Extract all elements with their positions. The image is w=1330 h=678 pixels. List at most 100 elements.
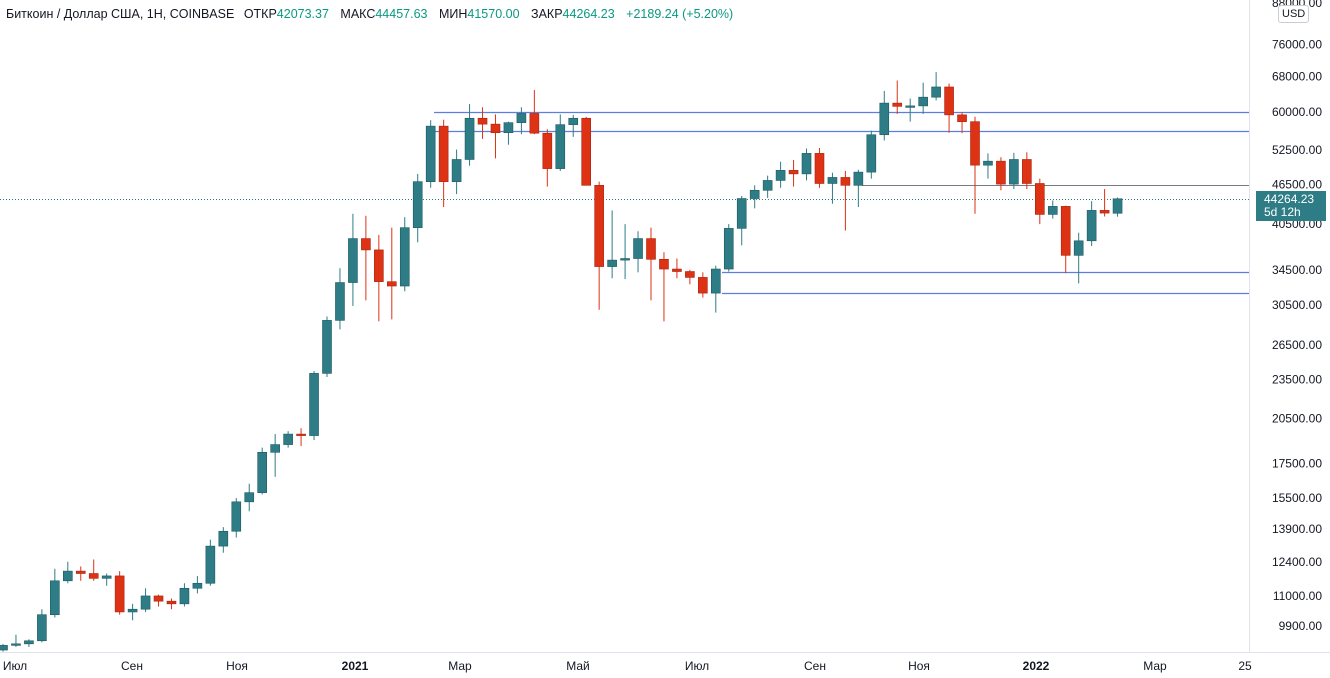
last-price-tag: 44264.23 5d 12h xyxy=(1256,191,1326,221)
y-tick-label: 17500.00 xyxy=(1272,456,1322,470)
candle-body xyxy=(244,492,255,503)
candle-body xyxy=(309,373,319,436)
candle-body xyxy=(788,170,799,175)
candle-body xyxy=(464,117,475,160)
close-value: 44264.23 xyxy=(562,7,615,21)
candle-body xyxy=(840,177,851,186)
candle-body xyxy=(451,159,462,182)
y-tick-label: 46500.00 xyxy=(1272,178,1322,192)
candle-body xyxy=(516,113,527,123)
high-value: 44457.63 xyxy=(375,7,428,21)
candle-body xyxy=(918,96,928,107)
candle-body xyxy=(127,608,138,613)
candle-body xyxy=(140,595,151,610)
y-tick-label: 30500.00 xyxy=(1272,298,1322,312)
candle-body xyxy=(386,281,397,287)
candle-body xyxy=(996,160,1006,185)
x-tick-label: 2021 xyxy=(342,659,369,673)
candle-body xyxy=(101,575,112,579)
candle-body xyxy=(270,444,280,453)
candle-body xyxy=(50,580,60,616)
candle-body xyxy=(698,277,708,294)
open-label: ОТКР xyxy=(243,7,277,21)
x-tick-label: Сен xyxy=(121,659,143,673)
candle-body xyxy=(672,268,682,272)
candle-body xyxy=(762,180,773,191)
x-tick-label: Ноя xyxy=(908,659,930,673)
candle-body xyxy=(646,238,656,260)
change-value: +2189.24 (+5.20%) xyxy=(626,7,734,21)
candle-body xyxy=(568,117,579,125)
candle-body xyxy=(322,320,332,374)
candle-body xyxy=(88,573,99,579)
candle-body xyxy=(490,123,501,134)
last-price-value: 44264.23 xyxy=(1264,192,1315,206)
candle-body xyxy=(62,570,73,582)
candle-body xyxy=(335,282,345,321)
candle-body xyxy=(1073,240,1084,256)
candle-body xyxy=(218,530,229,547)
candle-body xyxy=(153,595,164,602)
candle-body xyxy=(166,600,177,605)
symbol-title: Биткоин / Доллар США, 1Н, COINBASE xyxy=(6,7,235,21)
candle-body xyxy=(723,228,734,270)
y-tick-label: 26500.00 xyxy=(1272,338,1322,352)
candle-body xyxy=(853,171,864,186)
candle-body xyxy=(1047,206,1058,215)
candle-body xyxy=(581,117,592,186)
candle-body xyxy=(1112,198,1123,214)
candle-body xyxy=(944,86,954,116)
y-tick-label: 9900.00 xyxy=(1279,619,1323,633)
y-tick-label: 15500.00 xyxy=(1272,491,1322,505)
candle-body xyxy=(11,643,21,646)
candle-body xyxy=(775,170,786,181)
candle-body xyxy=(542,132,553,169)
candle-body xyxy=(348,238,358,283)
x-tick-label: 2022 xyxy=(1023,659,1050,673)
candle-body xyxy=(905,105,916,108)
candle-body xyxy=(374,249,384,282)
candle-body xyxy=(736,198,747,229)
candle-body xyxy=(801,153,812,175)
x-tick-label: Май xyxy=(566,659,590,673)
candle-body xyxy=(412,181,423,228)
candle-body xyxy=(620,258,630,261)
candle-body xyxy=(892,102,903,107)
candle-body xyxy=(477,117,488,125)
candle-body xyxy=(503,122,514,134)
candle-body xyxy=(931,86,941,98)
candle-body xyxy=(749,189,760,199)
x-tick-label: Ноя xyxy=(226,659,248,673)
x-tick-label: Июл xyxy=(3,659,27,673)
y-tick-label: 60000.00 xyxy=(1272,105,1322,119)
candle-body xyxy=(957,114,967,122)
candle-body xyxy=(983,160,993,166)
candle-body xyxy=(970,121,980,166)
candle-body xyxy=(827,177,838,184)
y-tick-label: 76000.00 xyxy=(1272,38,1322,52)
x-tick-label: Мар xyxy=(1143,659,1167,673)
candle-body xyxy=(192,582,203,589)
currency-button[interactable]: USD xyxy=(1278,5,1310,23)
candle-body xyxy=(231,501,242,532)
candle-body xyxy=(607,259,617,267)
candle-body xyxy=(1060,206,1071,256)
candle-body xyxy=(1099,210,1110,214)
candle-body xyxy=(24,640,34,645)
candle-body xyxy=(685,271,695,278)
candle-body xyxy=(529,113,540,134)
x-tick-label: Мар xyxy=(448,659,472,673)
y-tick-label: 68000.00 xyxy=(1272,69,1322,83)
high-label: МАКС xyxy=(340,7,376,21)
low-value: 41570.00 xyxy=(467,7,520,21)
candle-body xyxy=(399,227,410,287)
chart-legend: Биткоин / Доллар США, 1Н, COINBASE ОТКР 4… xyxy=(6,7,739,21)
candle-body xyxy=(438,125,449,182)
candle-body xyxy=(75,570,86,574)
candle-body xyxy=(710,268,721,294)
candle-body xyxy=(633,238,643,259)
candle-body xyxy=(205,545,216,584)
candle-body xyxy=(879,102,890,136)
candle-body xyxy=(555,124,566,169)
candle-body xyxy=(814,153,825,184)
